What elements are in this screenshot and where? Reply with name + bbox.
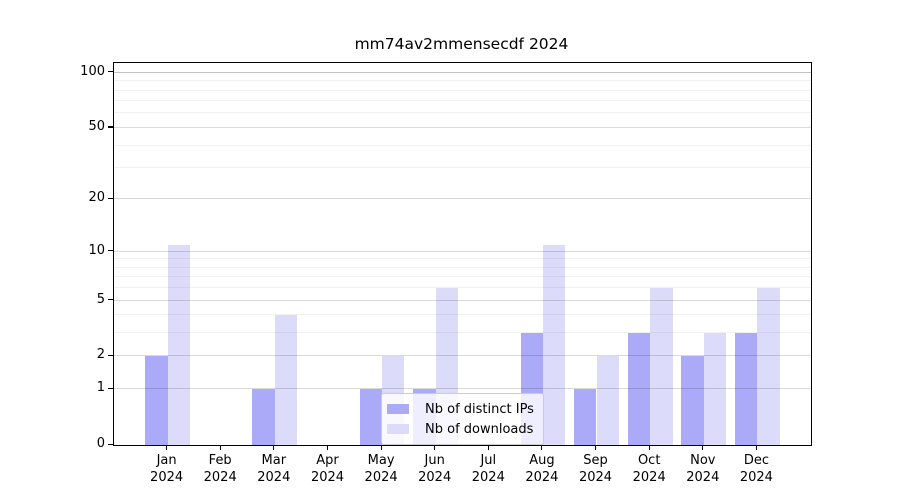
x-tick-mark-mar (273, 445, 275, 450)
y-tick-label-1: 1 (96, 380, 105, 396)
y-tick-mark-5 (108, 299, 113, 301)
x-tick-label-month-jul: Jul (480, 453, 497, 468)
x-tick-mark-aug (541, 445, 543, 450)
x-tick-label-month-oct: Oct (637, 453, 661, 468)
y-tick-label-0: 0 (96, 436, 105, 451)
x-tick-mark-jan (166, 445, 168, 450)
y-tick-mark-10 (108, 250, 113, 252)
x-tick-mark-apr (326, 445, 329, 450)
bar-distinct-ips-oct (627, 333, 651, 445)
x-tick-label-mar: Mar 2024 (239, 452, 309, 486)
x-tick-label-month-aug: Aug (529, 453, 555, 468)
x-tick-label-year-apr: 2024 (310, 470, 345, 485)
x-tick-label-year-jun: 2024 (418, 470, 452, 485)
x-tick-label-month-mar: Mar (261, 453, 287, 468)
x-tick-label-month-may: May (367, 453, 395, 468)
y-tick-mark-50 (108, 126, 113, 128)
x-tick-label-year-dec: 2024 (739, 470, 773, 485)
y-tick-label-20: 20 (88, 190, 105, 206)
x-tick-label-month-jan: Jan (156, 453, 177, 468)
legend-swatch-downloads (387, 424, 409, 434)
x-tick-label-year-feb: 2024 (203, 470, 237, 485)
legend: Nb of distinct IPs Nb of downloads (381, 393, 544, 445)
legend-item-downloads: Nb of downloads (387, 419, 534, 439)
x-tick-mark-sep (594, 445, 597, 450)
x-tick-label-feb: Feb 2024 (185, 452, 255, 486)
legend-item-distinct-ips: Nb of distinct IPs (387, 399, 534, 419)
bar-distinct-ips-dec (735, 333, 758, 445)
bar-downloads-aug (542, 244, 566, 445)
x-tick-label-nov: Nov 2024 (668, 452, 738, 486)
y-tick-label-2: 2 (96, 347, 105, 363)
y-tick-mark-20 (108, 197, 113, 200)
x-tick-mark-nov (702, 445, 704, 450)
x-tick-mark-feb (219, 445, 221, 450)
x-tick-label-year-may: 2024 (364, 470, 398, 485)
y-tick-mark-0 (108, 443, 113, 445)
x-tick-mark-jul (487, 445, 489, 450)
x-tick-label-aug: Aug 2024 (507, 452, 577, 486)
x-tick-label-year-jan: 2024 (150, 470, 184, 485)
x-tick-label-month-apr: Apr (316, 453, 339, 468)
y-tick-label-50: 50 (88, 118, 105, 134)
x-tick-label-oct: Oct 2024 (614, 452, 684, 486)
x-tick-label-jul: Jul 2024 (453, 452, 523, 486)
legend-swatch-ips (387, 404, 409, 414)
x-tick-label-year-oct: 2024 (632, 470, 666, 485)
y-tick-mark-1 (108, 387, 113, 389)
bars-layer (114, 63, 811, 445)
chart-title: mm74av2mmensecdf 2024 (354, 35, 569, 53)
x-tick-label-month-dec: Dec (743, 453, 769, 468)
bar-downloads-jan (167, 244, 190, 445)
y-tick-label-5: 5 (96, 291, 105, 307)
x-tick-label-year-nov: 2024 (686, 470, 720, 485)
bar-distinct-ips-mar (252, 389, 275, 445)
bar-distinct-ips-sep (574, 389, 597, 445)
x-tick-label-sep: Sep 2024 (561, 452, 631, 486)
x-tick-label-month-sep: Sep (583, 453, 608, 468)
x-tick-mark-may (380, 445, 382, 450)
x-tick-label-year-sep: 2024 (578, 470, 613, 485)
x-tick-label-month-feb: Feb (208, 453, 232, 468)
y-tick-label-100: 100 (80, 63, 105, 79)
y-tick-mark-2 (108, 354, 113, 357)
x-tick-label-month-nov: Nov (690, 453, 716, 468)
x-tick-mark-dec (755, 445, 757, 450)
bar-downloads-oct (650, 288, 673, 445)
x-tick-label-dec: Dec 2024 (721, 452, 791, 486)
y-tick-mark-100 (108, 71, 113, 73)
x-tick-label-may: May 2024 (346, 452, 416, 486)
x-tick-mark-oct (648, 445, 650, 450)
x-tick-label-jun: Jun 2024 (400, 452, 470, 486)
x-tick-label-year-aug: 2024 (525, 470, 559, 485)
plot-area: Nb of distinct IPs Nb of downloads (113, 62, 812, 446)
y-axis: 0 1 2 5 10 20 50 100 (0, 62, 113, 451)
bar-distinct-ips-may (359, 389, 383, 445)
x-tick-label-year-mar: 2024 (257, 470, 291, 485)
legend-label-downloads: Nb of downloads (425, 421, 534, 437)
bar-downloads-dec (757, 288, 780, 445)
x-axis: Jan 2024 Feb 2024 Mar 2024 Apr 2024 May 2024 Jun 20… (113, 444, 810, 500)
bar-distinct-ips-jan (145, 356, 168, 445)
bar-downloads-mar (274, 315, 298, 445)
x-tick-label-apr: Apr 2024 (293, 452, 363, 486)
legend-label-distinct-ips: Nb of distinct IPs (425, 401, 534, 417)
bar-downloads-sep (596, 356, 619, 445)
x-tick-label-year-jul: 2024 (471, 470, 505, 485)
y-tick-label-10: 10 (88, 242, 105, 258)
bar-downloads-nov (703, 333, 727, 445)
x-tick-label-month-jun: Jun (424, 453, 445, 468)
bar-distinct-ips-nov (681, 356, 704, 445)
x-tick-label-jan: Jan 2024 (132, 452, 202, 486)
x-tick-mark-jun (434, 445, 436, 450)
